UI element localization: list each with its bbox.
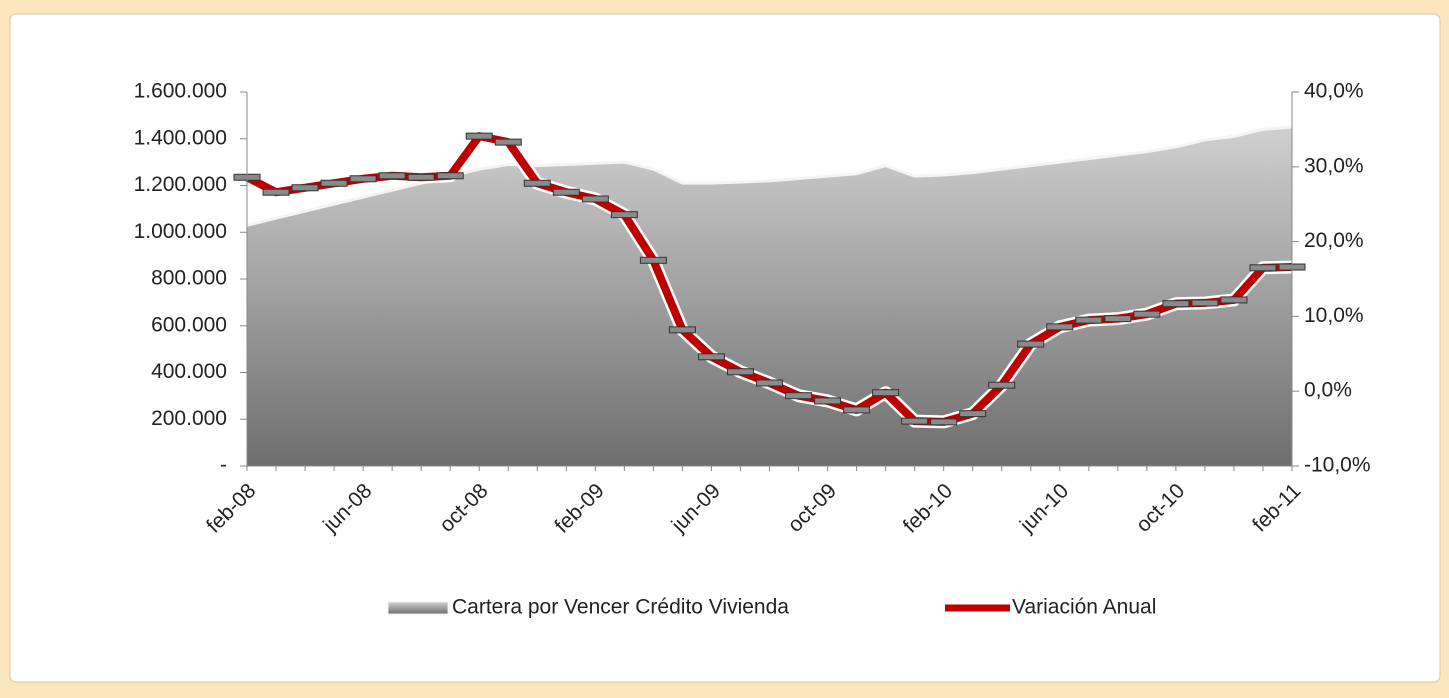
y-tick-label: 1.400.000 [134,126,227,149]
marker [988,381,1016,389]
legend-swatch [387,601,449,615]
y-tick-label: 1.000.000 [134,220,227,243]
marker [523,179,551,187]
marker [1046,323,1074,331]
y-tick-label: 1.200.000 [134,173,227,196]
marker [872,389,900,397]
marker [901,417,929,425]
y2-tick-label: 40,0% [1304,80,1364,103]
marker [756,379,783,387]
y2-tick-label: 20,0% [1304,229,1364,252]
marker [639,256,667,264]
area [247,127,1292,466]
marker [1017,340,1045,348]
marker [1104,315,1132,323]
marker [785,392,813,400]
legend-label: Variación Anual [1012,596,1156,619]
y2-tick-label: 0,0% [1304,379,1352,402]
marker [610,211,638,219]
marker [436,172,464,180]
y-tick-label: 800.000 [151,267,227,290]
marker [407,173,435,181]
marker [1162,300,1190,308]
marker [1220,296,1248,304]
marker [1191,299,1219,307]
marker [1249,264,1277,272]
marker [291,184,319,192]
marker [552,188,580,196]
marker [697,353,725,361]
marker [668,326,696,334]
legend: Cartera por Vencer Crédito Vivienda Varia… [387,596,1156,619]
marker [465,132,493,140]
y-tick-label: - [220,454,227,477]
marker [814,397,842,405]
y-tick-label: 400.000 [151,360,227,383]
y-tick-label: 600.000 [151,313,227,336]
y2-tick-label: 30,0% [1304,154,1364,177]
marker [349,175,377,183]
marker [1075,316,1103,324]
marker [959,410,987,418]
marker [378,172,406,180]
y-tick-label: 200.000 [151,407,227,430]
y2-tick-label: -10,0% [1304,454,1371,477]
marker [494,138,522,146]
legend-label: Cartera por Vencer Crédito Vivienda [452,596,789,619]
marker [930,418,958,426]
marker [320,179,348,187]
y2-tick-label: 10,0% [1304,304,1364,327]
marker [262,188,290,196]
marker [843,406,871,414]
marker [581,195,609,203]
y-tick-label: 1.600.000 [134,80,227,103]
marker [1133,310,1161,318]
marker [726,368,754,376]
